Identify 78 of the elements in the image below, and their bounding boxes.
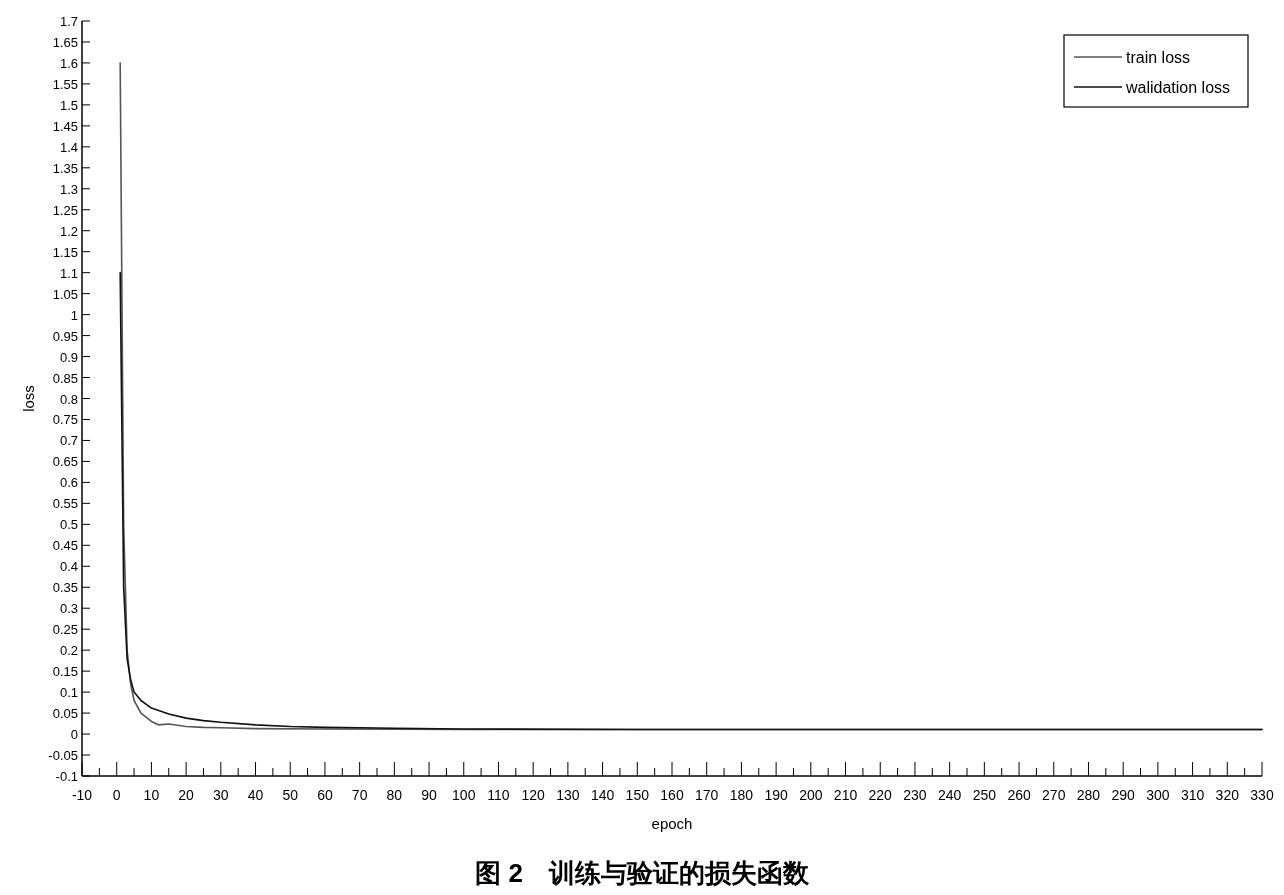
x-tick-label: 270 — [1042, 787, 1066, 803]
x-tick-label: 70 — [351, 787, 368, 803]
y-tick-label: 0.35 — [52, 580, 78, 596]
y-tick-label: 0.95 — [52, 328, 78, 344]
y-tick-label: 1.05 — [52, 286, 78, 302]
y-tick-label: 0.8 — [59, 391, 78, 407]
y-tick-label: 0.7 — [59, 433, 78, 449]
x-tick-label: 210 — [833, 787, 858, 803]
y-tick-label: 0.1 — [59, 685, 78, 701]
x-tick-label: 130 — [556, 787, 580, 803]
x-tick-label: 300 — [1146, 787, 1170, 803]
legend-label: walidation loss — [1125, 79, 1231, 96]
y-tick-label: 0.15 — [52, 664, 78, 680]
x-tick-label: 190 — [764, 787, 789, 803]
y-tick-label: 0.9 — [59, 349, 78, 365]
x-tick-label: 80 — [386, 787, 403, 803]
x-tick-label: 320 — [1215, 787, 1240, 803]
y-tick-label: 1.4 — [59, 139, 78, 155]
y-tick-label: -0.1 — [55, 769, 78, 784]
x-tick-label: 220 — [868, 787, 893, 803]
x-tick-label: 280 — [1076, 787, 1101, 803]
y-tick-label: 1.55 — [52, 76, 78, 92]
y-tick-label: 1.6 — [59, 55, 78, 71]
x-tick-label: 230 — [903, 787, 927, 803]
y-tick-label: 0.3 — [59, 601, 78, 617]
x-tick-label: -10 — [71, 787, 93, 803]
y-tick-label: 1.45 — [52, 118, 78, 134]
x-tick-label: 160 — [660, 787, 684, 803]
y-tick-label: 0.65 — [52, 454, 78, 470]
text: 图 2 训练与验证的损失函数 — [475, 858, 810, 888]
x-tick-label: 90 — [421, 787, 438, 803]
y-tick-label: 0.55 — [52, 496, 78, 512]
y-tick-label: 0.6 — [59, 475, 78, 491]
x-tick-label: 240 — [937, 787, 962, 803]
x-tick-label: 50 — [282, 787, 299, 803]
y-tick-label: 1.7 — [59, 14, 78, 29]
y-tick-label: 0.45 — [52, 538, 78, 554]
y-tick-label: 0 — [70, 727, 78, 743]
y-tick-label: 1.25 — [52, 202, 78, 218]
line-series — [119, 271, 1263, 731]
x-tick-label: 100 — [452, 787, 476, 803]
x-tick-label: 110 — [487, 787, 510, 803]
x-tick-label: 0 — [112, 787, 121, 803]
y-tick-label: 1.65 — [52, 34, 78, 50]
y-tick-label: 0.05 — [52, 706, 78, 722]
y-tick-label: 0.4 — [59, 559, 78, 575]
y-tick-label: 0.2 — [59, 643, 78, 659]
y-tick-label: 0.85 — [52, 370, 78, 386]
y-tick-label: 1 — [70, 307, 78, 323]
y-tick-label: 1.2 — [59, 223, 78, 239]
legend-label: train loss — [1126, 49, 1191, 66]
x-tick-label: 250 — [972, 787, 997, 803]
x-tick-label: 290 — [1111, 787, 1136, 803]
y-tick-label: 0.75 — [52, 412, 78, 428]
x-tick-label: 330 — [1250, 787, 1274, 803]
x-tick-label: 40 — [247, 787, 264, 803]
x-tick-label: 60 — [317, 787, 333, 803]
x-tick-label: 10 — [143, 787, 160, 803]
x-tick-label: 170 — [695, 787, 719, 803]
y-tick-label: 0.25 — [52, 622, 78, 638]
x-tick-label: 180 — [729, 787, 754, 803]
x-tick-label: 310 — [1180, 787, 1205, 803]
x-tick-label: 140 — [590, 787, 615, 803]
x-tick-label: 120 — [521, 787, 546, 803]
y-tick-label: 0.5 — [59, 517, 78, 533]
x-tick-label: 20 — [178, 787, 195, 803]
x-tick-label: 260 — [1007, 787, 1031, 803]
y-axis-title: loss — [20, 385, 37, 412]
y-tick-label: 1.1 — [59, 265, 78, 281]
y-tick-label: 1.35 — [52, 160, 78, 176]
x-tick-label: 30 — [213, 787, 229, 803]
x-tick-label: 200 — [799, 787, 823, 803]
y-tick-label: 1.5 — [59, 97, 78, 113]
y-tick-label: -0.05 — [48, 748, 78, 764]
x-tick-label: 150 — [625, 787, 650, 803]
y-tick-label: 1.15 — [52, 244, 78, 260]
x-axis-title: epoch — [651, 815, 693, 832]
y-tick-label: 1.3 — [59, 181, 78, 197]
